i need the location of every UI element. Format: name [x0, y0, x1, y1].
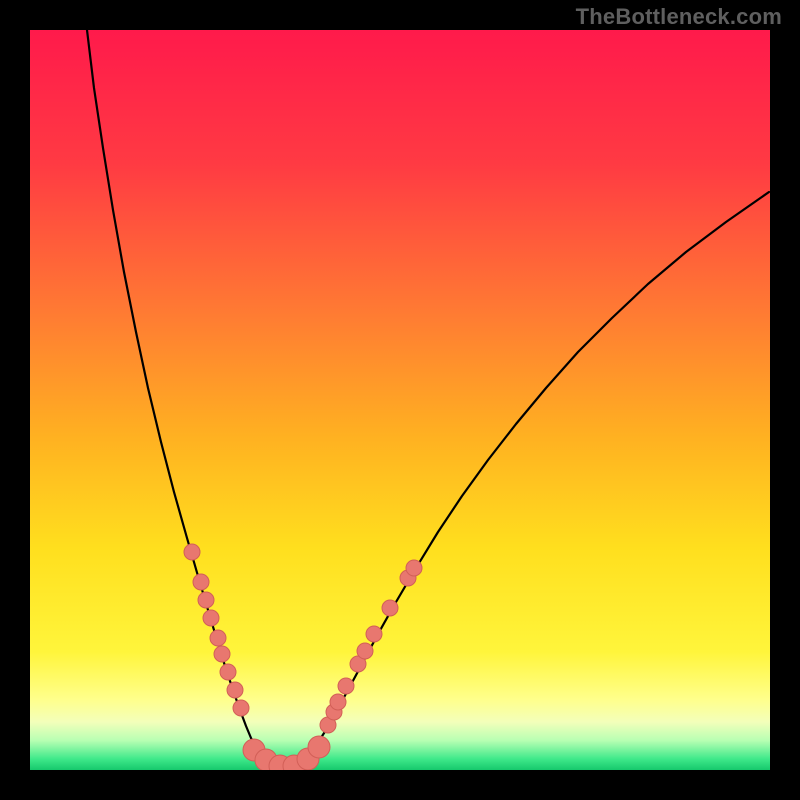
marker-dot: [203, 610, 219, 626]
watermark-text: TheBottleneck.com: [576, 4, 782, 30]
marker-dot: [406, 560, 422, 576]
marker-dot: [220, 664, 236, 680]
marker-dot: [308, 736, 330, 758]
marker-dot: [184, 544, 200, 560]
marker-dot: [227, 682, 243, 698]
marker-dot: [382, 600, 398, 616]
bottleneck-chart: [30, 30, 770, 770]
marker-dot: [214, 646, 230, 662]
marker-dot: [198, 592, 214, 608]
marker-dot: [357, 643, 373, 659]
marker-dot: [366, 626, 382, 642]
marker-dot: [233, 700, 249, 716]
gradient-background: [30, 30, 770, 770]
marker-dot: [338, 678, 354, 694]
marker-dot: [210, 630, 226, 646]
marker-dot: [193, 574, 209, 590]
chart-svg: [30, 30, 770, 770]
marker-dot: [330, 694, 346, 710]
